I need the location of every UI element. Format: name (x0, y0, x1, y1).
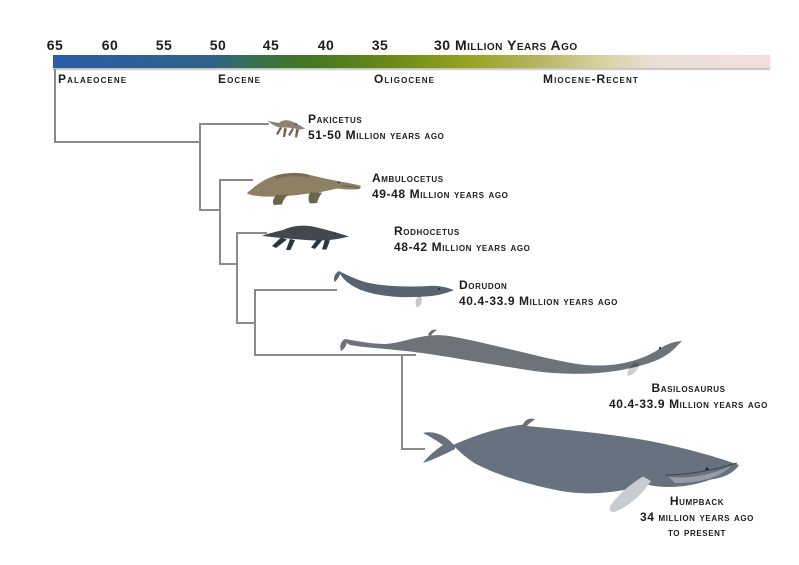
species-period: 48-42 Million years ago (394, 239, 531, 254)
branch-to-rodhocetus (236, 232, 267, 234)
epoch-miocene-recent: Miocene-Recent (543, 72, 639, 86)
species-name: Basilosaurus (651, 381, 726, 395)
basilosaurus-label: Basilosaurus 40.4-33.9 Million years ago (586, 381, 791, 412)
branch-node1-vertical (199, 123, 201, 211)
branch-to-humpback (401, 448, 425, 450)
species-period: 51-50 Million years ago (308, 127, 445, 142)
pakicetus-label: Pakicetus 51-50 Million years ago (308, 112, 445, 143)
basilosaurus-illustration (340, 329, 682, 377)
ambulocetus-illustration (247, 172, 361, 205)
rodhocetus-illustration (262, 225, 349, 250)
epoch-oligocene: Oligocene (374, 72, 436, 86)
species-period: 40.4-33.9 Million years ago (609, 396, 768, 411)
timeline-tick-65: 65 (46, 37, 64, 53)
humpback-illustration (423, 418, 739, 512)
timeline-tick-45: 45 (262, 37, 280, 53)
epoch-eocene: Eocene (218, 72, 262, 86)
branch-root-horizontal (54, 141, 201, 143)
branch-to-pakicetus (199, 123, 269, 125)
branch-node2-vertical (219, 179, 221, 265)
branch-node1-bottom (199, 209, 221, 211)
branch-node3-vertical (236, 232, 238, 324)
species-period: 40.4-33.9 Million years ago (459, 293, 618, 308)
species-name: Humpback (669, 494, 725, 508)
branch-to-dorudon (254, 289, 337, 291)
timeline-tick-55: 55 (155, 37, 173, 53)
ambulocetus-label: Ambulocetus 49-48 Million years ago (372, 171, 509, 202)
species-name: Ambulocetus (372, 171, 444, 185)
species-name: Pakicetus (308, 112, 363, 126)
epoch-palaeocene: Palaeocene (58, 72, 128, 86)
branch-to-ambulocetus (219, 179, 253, 181)
timeline-tick-30-label: 30 Million Years Ago (434, 37, 578, 53)
dorudon-illustration (334, 271, 454, 308)
timeline-tick-35: 35 (371, 37, 389, 53)
branch-node3-bottom (236, 322, 256, 324)
timeline-tick-40: 40 (317, 37, 335, 53)
branch-to-basilosaurus (254, 354, 416, 356)
species-period: 49-48 Million years ago (372, 186, 509, 201)
timeline-tick-60: 60 (101, 37, 119, 53)
pakicetus-illustration (267, 120, 305, 138)
species-period2: to present (667, 525, 727, 539)
branch-root-vertical (54, 69, 56, 143)
rodhocetus-label: Rodhocetus 48-42 Million years ago (394, 224, 531, 255)
species-name: Dorudon (459, 278, 508, 292)
species-period: 34 million years ago (639, 509, 755, 524)
timeline-bar (53, 55, 770, 68)
humpback-label: Humpback 34 million years ago to present (597, 494, 797, 541)
branch-node4-vertical (254, 289, 256, 356)
branch-node2-bottom (219, 263, 238, 265)
timeline-tick-50: 50 (209, 37, 227, 53)
species-name: Rodhocetus (394, 224, 460, 238)
dorudon-label: Dorudon 40.4-33.9 Million years ago (459, 278, 618, 309)
branch-node5-vertical (401, 354, 403, 450)
